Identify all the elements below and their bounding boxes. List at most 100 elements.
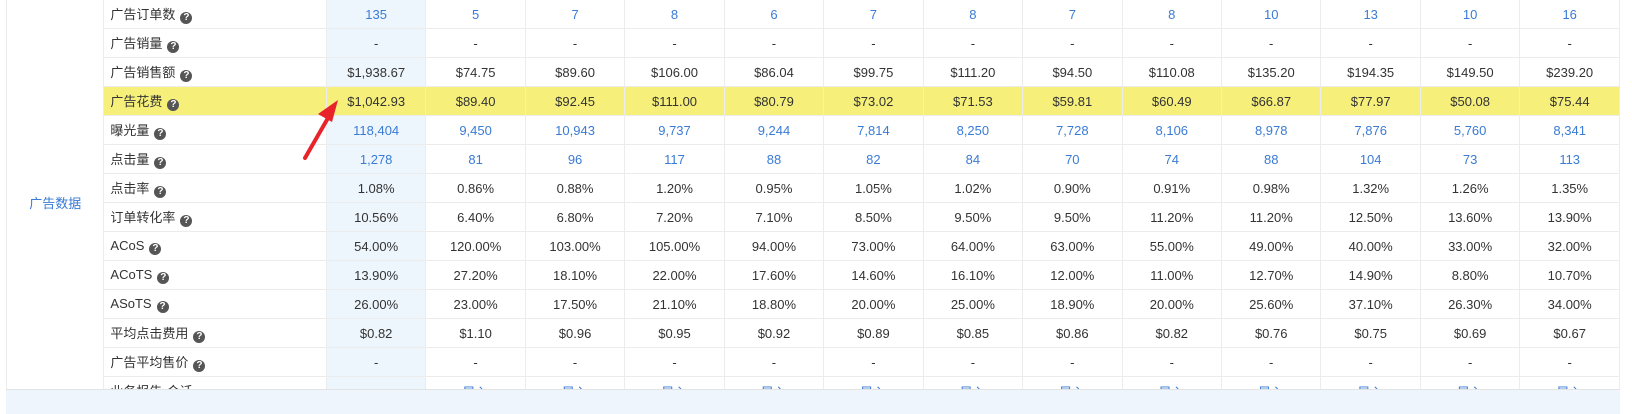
value-cell: $0.95: [624, 318, 725, 348]
cell-value: 94.00%: [751, 238, 796, 254]
value-cell: 6.80%: [525, 202, 626, 232]
clickable-value[interactable]: 13: [1363, 6, 1378, 22]
value-cell: $1.10: [425, 318, 526, 348]
clickable-value[interactable]: 8,250: [956, 122, 990, 138]
clickable-value[interactable]: 7,876: [1354, 122, 1387, 138]
cell-value: -: [1368, 354, 1373, 370]
clickable-value[interactable]: 96: [567, 151, 583, 167]
clickable-value[interactable]: 8,978: [1254, 122, 1288, 138]
cell-value: $66.87: [1251, 93, 1292, 109]
clickable-value[interactable]: 9,244: [757, 122, 791, 138]
clickable-value[interactable]: 88: [1263, 151, 1279, 167]
clickable-value[interactable]: 118,404: [353, 122, 400, 138]
value-cell: 120.00%: [425, 231, 526, 261]
clickable-value[interactable]: 70: [1065, 151, 1080, 167]
clickable-value[interactable]: 74: [1164, 151, 1179, 167]
clickable-value[interactable]: 8: [1168, 6, 1176, 22]
question-circle-icon[interactable]: ?: [154, 186, 167, 198]
cell-value: 0.95%: [755, 180, 793, 196]
clickable-value[interactable]: 8: [969, 6, 977, 22]
clickable-value[interactable]: 1,278: [359, 151, 393, 167]
value-cell: 6.40%: [425, 202, 526, 232]
value-cell: $94.50: [1022, 57, 1123, 87]
clickable-value[interactable]: 84: [965, 151, 981, 167]
clickable-value[interactable]: 81: [468, 151, 483, 167]
question-circle-icon[interactable]: ?: [193, 331, 206, 343]
value-cell: 8,250: [923, 115, 1024, 145]
question-circle-icon[interactable]: ?: [180, 12, 193, 24]
value-cell: $194.35: [1320, 57, 1421, 87]
cell-value: $0.82: [1155, 325, 1189, 341]
cell-value: 21.10%: [652, 296, 697, 312]
value-cell: 18.10%: [525, 260, 626, 290]
value-cell: $99.75: [823, 57, 924, 87]
metric-label-cell: 订单转化率?: [103, 202, 327, 232]
metric-label: ACoS: [110, 237, 145, 253]
value-cell: -: [823, 28, 924, 58]
clickable-value[interactable]: 10: [1462, 6, 1478, 22]
value-cell: 9.50%: [1022, 202, 1123, 232]
value-cell: 12.50%: [1320, 202, 1421, 232]
value-cell: 105.00%: [624, 231, 725, 261]
clickable-value[interactable]: 10,943: [555, 122, 595, 138]
clickable-value[interactable]: 73: [1462, 151, 1478, 167]
clickable-value[interactable]: 8,341: [1553, 122, 1586, 138]
value-cell: 7: [1022, 0, 1123, 29]
value-cell: $89.60: [525, 57, 626, 87]
cell-value: -: [970, 354, 976, 370]
clickable-value[interactable]: 135: [365, 6, 387, 22]
question-circle-icon[interactable]: ?: [180, 70, 193, 82]
value-cell: 5,760: [1420, 115, 1521, 145]
question-circle-icon[interactable]: ?: [193, 360, 206, 372]
value-cell: $71.53: [923, 86, 1024, 116]
value-cell: 32.00%: [1519, 231, 1620, 261]
ad-data-table-container: 广告数据 广告订单数? 135 5 7 8 6 7 8 7 8 10 13 10 16 广告销量? - - - - - -…: [5, 0, 1620, 414]
metric-label-cell: 广告销量?: [103, 28, 327, 58]
cell-value: -: [1070, 354, 1075, 370]
clickable-value[interactable]: 7,728: [1056, 122, 1089, 138]
cell-value: $1.10: [459, 325, 492, 341]
clickable-value[interactable]: 82: [866, 151, 881, 167]
clickable-value[interactable]: 7: [869, 6, 878, 22]
clickable-value[interactable]: 5,760: [1453, 122, 1487, 138]
value-cell: 1.26%: [1420, 173, 1521, 203]
clickable-value[interactable]: 117: [664, 151, 685, 167]
question-circle-icon[interactable]: ?: [154, 128, 167, 140]
clickable-value[interactable]: 7: [571, 6, 579, 22]
clickable-value[interactable]: 16: [1562, 6, 1577, 22]
value-cell: $0.67: [1519, 318, 1620, 348]
value-cell: 27.20%: [425, 260, 526, 290]
clickable-value[interactable]: 9,737: [658, 122, 691, 138]
cell-value: 25.00%: [950, 296, 995, 312]
value-cell: 14.60%: [823, 260, 924, 290]
clickable-value[interactable]: 10: [1263, 6, 1279, 22]
clickable-value[interactable]: 113: [1559, 151, 1581, 167]
value-cell: -: [724, 28, 825, 58]
clickable-value[interactable]: 8: [670, 6, 679, 22]
question-circle-icon[interactable]: ?: [167, 99, 180, 111]
clickable-value[interactable]: 104: [1359, 151, 1382, 167]
clickable-value[interactable]: 7,814: [857, 122, 890, 138]
question-circle-icon[interactable]: ?: [167, 41, 180, 53]
question-circle-icon[interactable]: ?: [156, 300, 169, 313]
value-cell: $59.81: [1022, 86, 1123, 116]
clickable-value[interactable]: 9,450: [459, 122, 492, 138]
question-circle-icon[interactable]: ?: [157, 271, 170, 284]
value-cell: $89.40: [425, 86, 526, 116]
clickable-value[interactable]: 8,106: [1155, 122, 1189, 138]
cell-value: 1.20%: [656, 180, 693, 196]
value-cell: 16.10%: [923, 260, 1024, 290]
table-row: 广告花费? $1,042.93 $89.40 $92.45 $111.00 $80.79 $…: [7, 86, 1620, 116]
total-value-cell: 26.00%: [326, 289, 427, 319]
clickable-value[interactable]: 5: [471, 6, 480, 22]
cell-value: -: [1467, 354, 1473, 370]
table-row: 广告平均售价? - - - - - - - - - - - - -: [7, 347, 1620, 377]
clickable-value[interactable]: 6: [770, 6, 778, 22]
clickable-value[interactable]: 7: [1068, 6, 1076, 22]
clickable-value[interactable]: 88: [766, 151, 782, 167]
question-circle-icon[interactable]: ?: [149, 242, 162, 255]
value-cell: 84: [923, 144, 1024, 174]
question-circle-icon[interactable]: ?: [180, 215, 193, 227]
cell-value: $0.75: [1354, 325, 1387, 341]
question-circle-icon[interactable]: ?: [154, 157, 167, 169]
